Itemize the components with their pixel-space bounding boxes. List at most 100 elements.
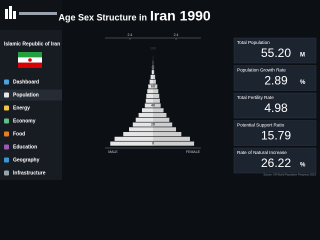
menu-icon <box>4 157 9 163</box>
menu-label: Economy <box>13 118 36 124</box>
stat-value: 26.22 <box>261 156 291 170</box>
bar <box>153 132 182 137</box>
menu-item[interactable]: Food <box>4 131 25 137</box>
x-tick-label: 2.4 <box>174 33 179 37</box>
stat-card-bg <box>233 92 317 119</box>
bar <box>153 108 164 113</box>
stat-card-bg <box>233 37 317 64</box>
age-label: 0 <box>152 142 154 146</box>
stat-label: Population Growth Rate <box>237 68 286 73</box>
menu-highlight <box>0 89 62 101</box>
menu-icon <box>4 79 9 85</box>
age-label: 20 <box>151 123 155 127</box>
bar <box>153 84 158 89</box>
menu-item[interactable]: Education <box>4 144 37 150</box>
logo-bar <box>9 6 12 19</box>
stat-unit: M <box>300 53 305 59</box>
bar <box>153 103 161 108</box>
age-label: 60 <box>151 84 155 88</box>
menu-item[interactable]: Geography <box>4 157 40 163</box>
age-label: 40 <box>151 103 155 107</box>
stat-unit: % <box>300 163 306 169</box>
bar <box>153 122 173 127</box>
menu-item[interactable]: Population <box>0 89 62 101</box>
menu-item[interactable]: Dashboard <box>4 79 39 85</box>
bar <box>149 79 153 84</box>
bar <box>153 89 159 94</box>
legend-label: MALE <box>108 150 118 154</box>
bar <box>153 93 160 99</box>
stat-label: Potential Support Ratio <box>237 123 285 128</box>
bar <box>153 74 156 80</box>
menu: Dashboard Population Energy Economy Food Educ… <box>0 79 62 176</box>
menu-label: Dashboard <box>13 79 39 85</box>
menu-icon <box>4 144 9 150</box>
pyramid: 2.4 2.4 MALE FEMALE 0 20 40 60 80 100 <box>105 33 201 154</box>
dashboard: Islamic Republic of Iran Dashboard Popula… <box>0 0 317 180</box>
bar <box>153 70 155 75</box>
menu-icon <box>4 131 9 137</box>
page: Islamic Republic of Iran Dashboard Popula… <box>0 0 317 180</box>
bar <box>153 127 177 132</box>
stat-value: 4.98 <box>264 101 288 115</box>
bar <box>153 141 195 146</box>
age-label: 100 <box>150 46 156 50</box>
legend-label: FEMALE <box>186 150 201 154</box>
stat-label: Rate of Natural Increase <box>237 150 287 155</box>
stat-unit: % <box>300 80 306 86</box>
bar <box>153 136 190 141</box>
stat-value: 55.20 <box>261 46 291 60</box>
x-tick-label: 2.4 <box>128 33 133 37</box>
bar <box>146 93 153 99</box>
menu-icon <box>4 105 9 111</box>
flag-emblem <box>28 58 32 62</box>
bar <box>129 127 153 132</box>
stat-label: Total Fertility Rate <box>237 95 274 100</box>
logo-wordmark <box>19 12 57 15</box>
stat-value: 2.89 <box>264 74 288 88</box>
source: Source: UN World Population Prospects 20… <box>263 173 316 177</box>
bar <box>147 89 153 94</box>
chart-title: Age Sex Structure in <box>58 12 147 22</box>
bar <box>151 70 153 75</box>
menu-item[interactable]: Infrastructure <box>4 170 46 176</box>
bar <box>145 98 153 103</box>
menu-icon <box>4 92 9 98</box>
flag-stripe <box>18 62 42 68</box>
stat-label: Total Population <box>237 40 270 45</box>
logo-bar <box>5 9 8 19</box>
bar <box>110 141 153 146</box>
menu-item[interactable]: Economy <box>4 118 36 124</box>
bar <box>152 65 153 70</box>
menu-icon <box>4 170 9 176</box>
stat-card-bg <box>233 147 317 174</box>
bar <box>153 112 167 118</box>
bar <box>135 117 153 122</box>
bar <box>138 112 153 118</box>
stat-card-bg <box>233 120 317 146</box>
menu-label: Population <box>13 92 39 98</box>
logo <box>5 6 57 19</box>
bar <box>114 136 153 141</box>
menu-label: Food <box>13 131 25 137</box>
bar <box>148 84 153 89</box>
bar <box>144 103 153 108</box>
bar <box>153 117 170 122</box>
flag-stripe <box>18 52 42 58</box>
bar <box>153 79 156 84</box>
bar <box>132 122 153 127</box>
menu-item[interactable]: Energy <box>4 105 30 111</box>
flag <box>18 52 42 68</box>
menu-icon <box>4 118 9 124</box>
country-name: Islamic Republic of Iran <box>4 41 60 47</box>
menu-label: Geography <box>13 157 40 163</box>
bar <box>150 74 153 80</box>
menu-label: Infrastructure <box>13 170 46 176</box>
logo-bar <box>13 11 16 19</box>
